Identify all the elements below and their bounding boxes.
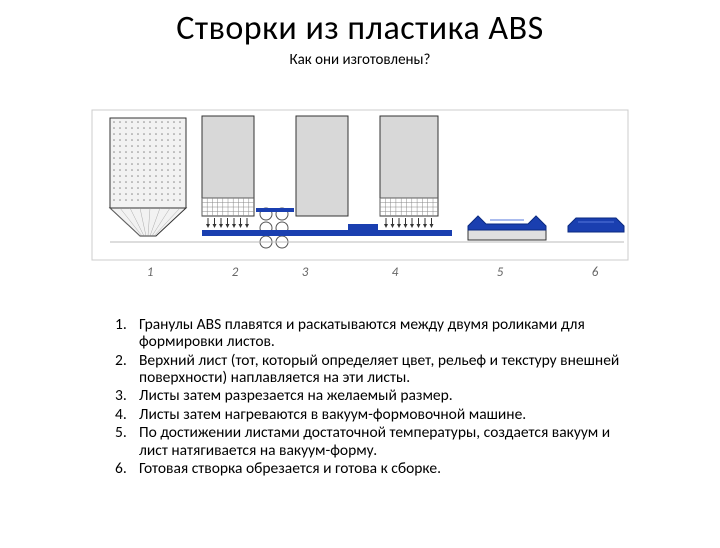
process-diagram: 1 2 3 4 5 6 [90, 108, 630, 278]
step-item: По достижении листами достаточной темпер… [115, 424, 635, 459]
stage-label: 4 [392, 265, 399, 280]
slide-title: Створки из пластика ABS [0, 8, 720, 49]
stage-label: 5 [497, 265, 504, 280]
slide-subtitle: Как они изготовлены? [0, 51, 720, 69]
stage-label: 3 [302, 265, 309, 280]
diagram-svg: 1 2 3 4 5 6 [90, 108, 630, 283]
stage-label: 1 [147, 265, 154, 280]
stage-label: 2 [232, 265, 239, 280]
step-item: Листы затем разрезается на желаемый разм… [115, 387, 635, 404]
step-list: Гранулы ABS плавятся и раскатываются меж… [115, 316, 635, 478]
stage-label: 6 [592, 265, 599, 280]
step-item: Гранулы ABS плавятся и раскатываются меж… [115, 316, 635, 351]
step-item: Листы затем нагреваются в вакуум-формово… [115, 406, 635, 423]
step-item: Верхний лист (тот, который определяет цв… [115, 352, 635, 387]
step-item: Готовая створка обрезается и готова к сб… [115, 460, 635, 477]
